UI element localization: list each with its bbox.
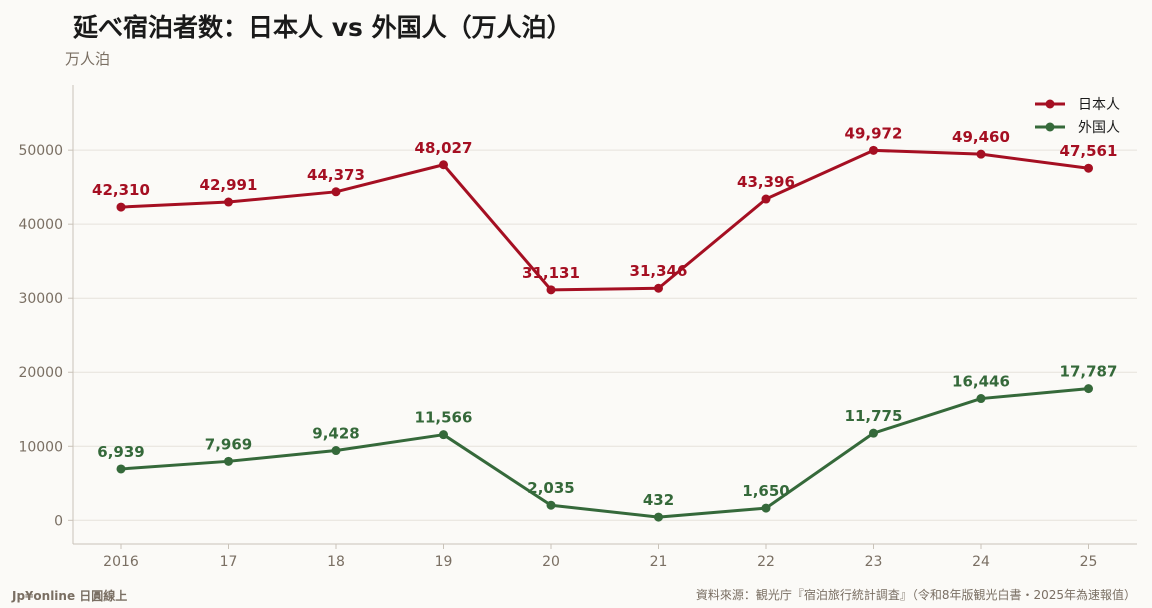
y-tick-label: 30000 — [18, 291, 63, 307]
data-point — [331, 446, 341, 456]
axes — [68, 85, 1137, 549]
data-point — [761, 194, 771, 204]
y-tick-labels: 0 10000 20000 30000 40000 50000 — [18, 143, 63, 529]
y-axis-unit-label: 万人泊 — [65, 50, 111, 68]
data-point — [869, 428, 878, 438]
series-2: 6,939 7,969 9,428 11,566 2,035 432 1,650 11,775… — [97, 363, 1117, 522]
series-layer: 42,310 42,991 44,373 48,027 31,131 31,346 43,3… — [92, 124, 1118, 522]
data-point — [654, 512, 663, 522]
y-tick-label: 0 — [54, 513, 63, 529]
data-point — [976, 394, 986, 404]
legend-label: 外国人 — [1078, 120, 1120, 136]
data-label: 31,346 — [630, 262, 688, 280]
data-label: 11,775 — [845, 407, 903, 425]
legend-swatch-marker — [1045, 122, 1055, 132]
x-tick-label: 25 — [1080, 554, 1098, 570]
data-point — [546, 285, 556, 295]
data-point — [761, 503, 771, 513]
x-tick-label: 17 — [220, 554, 238, 570]
legend-entry: 外国人 — [1035, 120, 1120, 136]
x-tick-label: 2016 — [103, 554, 139, 570]
data-label: 2,035 — [527, 479, 574, 497]
data-label: 42,991 — [200, 176, 258, 194]
data-point — [439, 160, 448, 170]
data-point — [869, 145, 878, 155]
data-label: 47,561 — [1060, 142, 1118, 160]
data-label: 49,972 — [845, 124, 903, 142]
data-point — [224, 456, 233, 466]
x-tick-label: 24 — [972, 554, 990, 570]
y-tick-label: 40000 — [18, 217, 63, 233]
data-point — [116, 202, 126, 212]
data-point — [654, 283, 663, 293]
data-label: 16,446 — [952, 373, 1010, 391]
y-tick-label: 50000 — [18, 143, 63, 159]
series-line — [120, 148, 1089, 292]
data-point — [224, 197, 233, 207]
data-point — [546, 500, 556, 510]
data-label: 31,131 — [522, 264, 580, 282]
legend-swatch-marker — [1045, 99, 1055, 109]
data-label: 44,373 — [307, 166, 365, 184]
data-label: 1,650 — [742, 482, 789, 500]
data-label: 11,566 — [415, 409, 473, 427]
x-tick-label: 20 — [542, 554, 560, 570]
x-tick-labels: 2016 17 18 19 20 21 22 23 24 25 — [103, 554, 1097, 570]
gridlines — [73, 149, 1137, 521]
source-note: 資料來源：観光庁『宿泊旅行統計調査』（令和8年版観光白書・2025年為速報值） — [695, 588, 1136, 602]
data-point — [1084, 163, 1093, 173]
data-label: 43,396 — [737, 173, 795, 191]
data-label: 42,310 — [92, 181, 150, 199]
data-label: 17,787 — [1060, 363, 1118, 381]
y-tick-label: 10000 — [18, 439, 63, 455]
x-tick-label: 22 — [757, 554, 775, 570]
y-tick-label: 20000 — [18, 365, 63, 381]
data-label: 7,969 — [205, 435, 252, 453]
legend-entry: 日本人 — [1035, 97, 1120, 113]
data-label: 432 — [643, 491, 674, 509]
x-tick-label: 19 — [435, 554, 453, 570]
data-point — [331, 187, 341, 197]
data-point — [976, 149, 986, 159]
x-tick-label: 21 — [650, 554, 668, 570]
legend-label: 日本人 — [1078, 97, 1120, 113]
data-label: 6,939 — [97, 443, 144, 461]
data-point — [116, 464, 126, 474]
data-label: 9,428 — [312, 425, 359, 443]
series-line — [120, 387, 1089, 519]
data-point — [439, 430, 448, 440]
data-label: 48,027 — [415, 139, 473, 157]
x-tick-label: 23 — [865, 554, 883, 570]
brand-label: Jp¥online 日圓線上 — [12, 589, 128, 603]
series-1: 42,310 42,991 44,373 48,027 31,131 31,346 43,3… — [92, 124, 1118, 295]
chart-title: 延べ宿泊者数：日本人 vs 外国人（万人泊） — [73, 13, 572, 42]
x-tick-label: 18 — [327, 554, 345, 570]
data-point — [1084, 384, 1093, 394]
data-label: 49,460 — [952, 128, 1010, 146]
